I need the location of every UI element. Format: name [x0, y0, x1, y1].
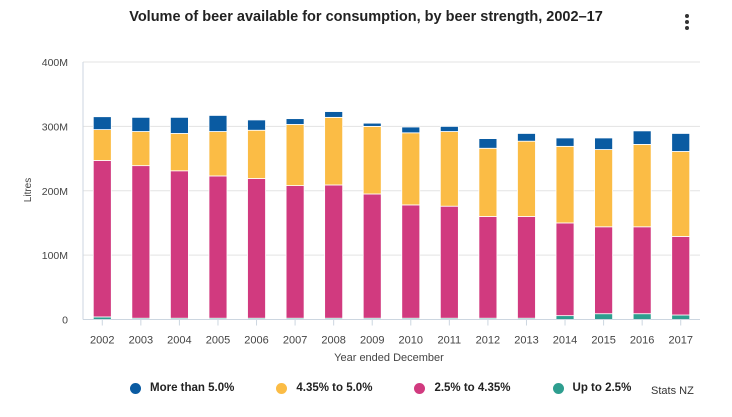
bar-segment [131, 131, 151, 167]
bar-segment [362, 125, 382, 195]
bar-segment [517, 140, 536, 217]
bar-segment [324, 184, 344, 319]
x-tick-label: 2013 [514, 335, 538, 347]
bar-segment [131, 165, 151, 319]
bar-segment [517, 133, 536, 142]
bar-segment [362, 193, 382, 319]
bar-segment [671, 314, 691, 320]
bar-segment [401, 132, 421, 206]
x-axis-label: Year ended December [334, 352, 444, 364]
bar-segment [285, 118, 305, 125]
legend-swatch [414, 382, 426, 394]
x-tick-label: 2015 [591, 335, 615, 347]
legend-swatch [130, 382, 141, 394]
bar-segment [170, 170, 189, 319]
bar-segment [671, 236, 691, 316]
legend-item[interactable]: 2.5% to 4.35% [414, 382, 511, 394]
bar-segment [247, 129, 266, 179]
bar-segment [632, 313, 652, 320]
bar-segment [555, 222, 575, 317]
y-tick-label: 0 [62, 315, 68, 327]
legend-item[interactable]: More than 5.0% [130, 382, 234, 394]
bar-segment [92, 116, 112, 130]
bar-segment [671, 133, 691, 152]
bar-segment [208, 131, 228, 177]
x-tick-label: 2012 [476, 335, 500, 347]
legend: More than 5.0% 4.35% to 5.0% 2.5% to 4.3… [130, 382, 673, 394]
x-tick-label: 2006 [244, 335, 268, 347]
bar-segment [92, 129, 112, 161]
x-tick-label: 2014 [553, 335, 577, 347]
bar-segment [247, 119, 266, 131]
bar-segment [555, 137, 575, 147]
bar-segment [594, 137, 613, 150]
x-tick-label: 2003 [129, 335, 153, 347]
bar-segment [92, 160, 112, 318]
x-tick-label: 2017 [668, 335, 692, 347]
bar-segment [170, 133, 189, 172]
bar-segment [439, 131, 459, 207]
bar-segment [131, 116, 151, 132]
bar-segment [632, 130, 652, 145]
legend-label: 2.5% to 4.35% [434, 382, 511, 394]
bar-segment [632, 226, 652, 315]
x-tick-label: 2010 [399, 335, 423, 347]
bar-segment [594, 313, 613, 320]
x-tick-label: 2005 [206, 335, 230, 347]
bar-segment [632, 143, 652, 228]
bar-segment [478, 138, 498, 149]
bar-segment [285, 124, 305, 186]
bar-segment [671, 151, 691, 237]
x-tick-label: 2002 [90, 335, 114, 347]
bar-segment [555, 315, 575, 320]
bar-segment [478, 216, 498, 319]
bar-segment [208, 115, 228, 132]
bar-segment [439, 125, 459, 132]
bar-segment [285, 185, 305, 319]
bar-segment [478, 147, 498, 217]
bar-segment [555, 145, 575, 224]
legend-item[interactable]: Up to 2.5% [552, 382, 632, 394]
x-tick-label: 2004 [167, 335, 191, 347]
x-tick-label: 2007 [283, 335, 307, 347]
bar-segment [324, 116, 344, 186]
y-tick-label: 400M [42, 57, 68, 69]
legend-swatch [276, 382, 288, 394]
y-tick-label: 100M [42, 250, 68, 262]
bar-segment [362, 122, 382, 127]
bar-segment [247, 178, 266, 319]
bar-segment [401, 126, 421, 134]
bar-segment [517, 216, 536, 319]
legend-item[interactable]: 4.35% to 5.0% [276, 382, 372, 394]
bar-segment [594, 226, 613, 315]
x-tick-label: 2011 [438, 335, 462, 347]
kebab-menu-icon[interactable] [680, 12, 694, 34]
y-tick-label: 300M [42, 121, 68, 133]
legend-swatch [552, 382, 564, 394]
x-tick-label: 2008 [321, 335, 345, 347]
y-axis-label: Litres [23, 178, 34, 202]
bar-segment [439, 205, 459, 319]
legend-label: More than 5.0% [150, 382, 235, 394]
bar-segment [170, 116, 189, 134]
chart-title: Volume of beer available for consumption… [129, 9, 603, 25]
y-tick-label: 200M [42, 186, 68, 198]
bar-segment [324, 111, 344, 118]
x-tick-label: 2009 [360, 335, 384, 347]
x-tick-label: 2016 [630, 335, 654, 347]
source-label: Stats NZ [651, 385, 694, 397]
legend-label: 4.35% to 5.0% [296, 382, 373, 394]
bar-segment [208, 175, 228, 319]
legend-label: Up to 2.5% [572, 382, 632, 394]
bar-segment [401, 204, 421, 319]
bar-segment [594, 149, 613, 228]
